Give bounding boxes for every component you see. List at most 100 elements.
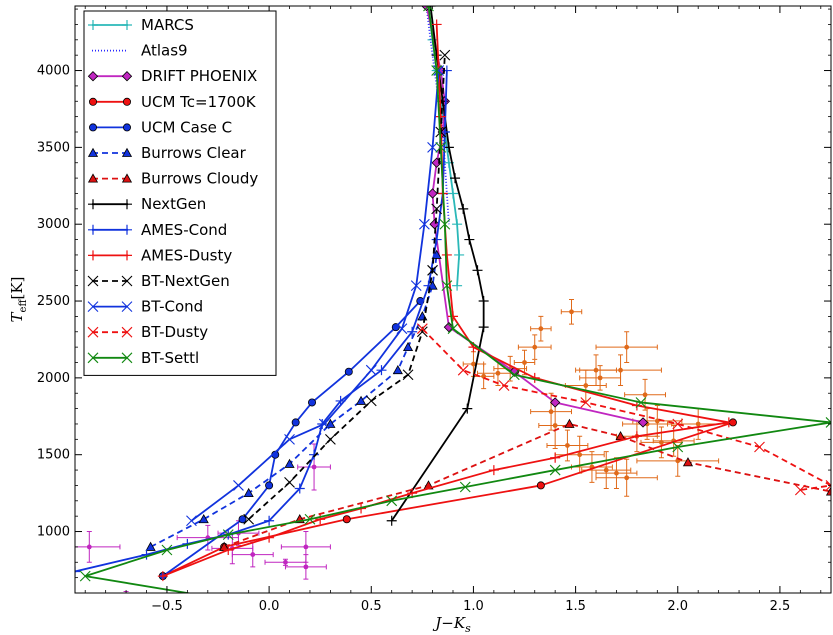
- legend-marker: [122, 224, 132, 235]
- series-point: [325, 433, 336, 445]
- y-tick-label: 3500: [37, 140, 70, 155]
- series-point: [315, 514, 326, 525]
- series-point: [427, 264, 438, 276]
- series-point: [672, 441, 684, 453]
- legend-label: UCM Case C: [141, 118, 232, 136]
- series-point: [498, 380, 510, 391]
- observation-point: [577, 452, 583, 458]
- series-point: [431, 203, 443, 215]
- x-tick-label: 1.5: [565, 599, 586, 614]
- series-point: [344, 367, 353, 376]
- legend-entry: BT-Dusty: [87, 323, 208, 341]
- observation-point: [548, 409, 554, 415]
- series-point: [825, 486, 831, 496]
- series-point: [439, 49, 451, 61]
- legend-marker: [123, 97, 132, 106]
- legend-label: BT-NextGen: [141, 272, 230, 290]
- legend-marker: [89, 97, 98, 106]
- legend-entry: MARCS: [88, 16, 194, 34]
- x-tick-label: 1.0: [463, 599, 484, 614]
- y-axis-label-main: T: [8, 311, 26, 322]
- legend-marker: [88, 20, 98, 30]
- observation-point: [614, 470, 619, 476]
- series-line: [150, 254, 438, 548]
- series-point: [427, 141, 438, 153]
- observation-point: [311, 464, 317, 470]
- legend-label: Atlas9: [141, 42, 188, 60]
- legend-marker: [121, 326, 133, 338]
- series-point: [198, 514, 209, 524]
- series-point: [223, 544, 234, 555]
- series-point: [549, 464, 561, 476]
- y-tick-label: 4000: [37, 64, 70, 79]
- series-point: [243, 487, 254, 498]
- series-point: [243, 513, 255, 525]
- legend-entry: BT-NextGen: [87, 272, 230, 290]
- legend-label: AMES-Cond: [141, 221, 227, 239]
- x-tick-label: 0.5: [361, 599, 382, 614]
- legend-marker: [88, 224, 98, 235]
- series-point: [365, 364, 377, 376]
- series-point: [186, 515, 197, 527]
- observation-point: [283, 559, 288, 565]
- legend-marker: [87, 173, 99, 183]
- legend-label: AMES-Dusty: [141, 246, 232, 264]
- legend-marker: [88, 199, 98, 210]
- series-5: [145, 249, 442, 551]
- series-point: [423, 280, 434, 291]
- series-point: [564, 418, 575, 428]
- series-point: [472, 265, 483, 276]
- series-point: [549, 397, 561, 408]
- x-axis-label: J−Ks: [432, 614, 471, 635]
- series-point: [391, 323, 400, 332]
- y-tick-label: 1000: [37, 525, 70, 540]
- legend-marker: [121, 275, 133, 287]
- series-point: [458, 203, 469, 214]
- series-point: [161, 544, 173, 556]
- series-point: [365, 395, 377, 407]
- series-point: [439, 218, 451, 230]
- series-point: [448, 311, 458, 322]
- series-point: [145, 541, 156, 551]
- series-point: [308, 398, 317, 407]
- series-point: [416, 323, 428, 335]
- legend-marker: [87, 275, 99, 287]
- series-point: [672, 418, 684, 430]
- legend-entry: UCM Tc=1700K: [89, 93, 257, 111]
- y-tick-label: 1500: [37, 448, 70, 463]
- series-point: [580, 397, 592, 408]
- legend-entry: BT-Settl: [87, 349, 199, 367]
- legend-marker: [88, 250, 98, 261]
- legend-label: Burrows Cloudy: [141, 170, 258, 188]
- series-point: [284, 433, 295, 445]
- series-point: [431, 50, 442, 61]
- series-point: [392, 364, 403, 375]
- observation-point: [569, 309, 574, 315]
- series-point: [386, 515, 397, 526]
- series-point: [238, 515, 247, 524]
- observation-point: [250, 552, 256, 557]
- series-point: [448, 188, 458, 199]
- legend-entry: BT-Cond: [87, 298, 203, 316]
- series-point: [427, 188, 438, 199]
- legend-marker: [87, 301, 99, 312]
- series-point: [284, 476, 295, 488]
- series-point: [402, 341, 414, 352]
- observation-point: [624, 344, 630, 350]
- legend-label: UCM Tc=1700K: [141, 93, 257, 111]
- legend-entry: UCM Case C: [89, 118, 232, 136]
- series-point: [536, 481, 545, 490]
- x-tick-label: 2.5: [770, 599, 791, 614]
- series-point: [452, 280, 463, 291]
- series-point: [416, 326, 428, 338]
- series-point: [425, 6, 436, 11]
- legend-marker: [122, 250, 132, 261]
- series-line: [162, 421, 734, 577]
- series-point: [459, 481, 471, 493]
- series-point: [478, 322, 489, 333]
- series-11: [186, 65, 445, 527]
- series-point: [264, 532, 275, 543]
- series-point: [386, 495, 398, 507]
- observation-point: [532, 344, 538, 350]
